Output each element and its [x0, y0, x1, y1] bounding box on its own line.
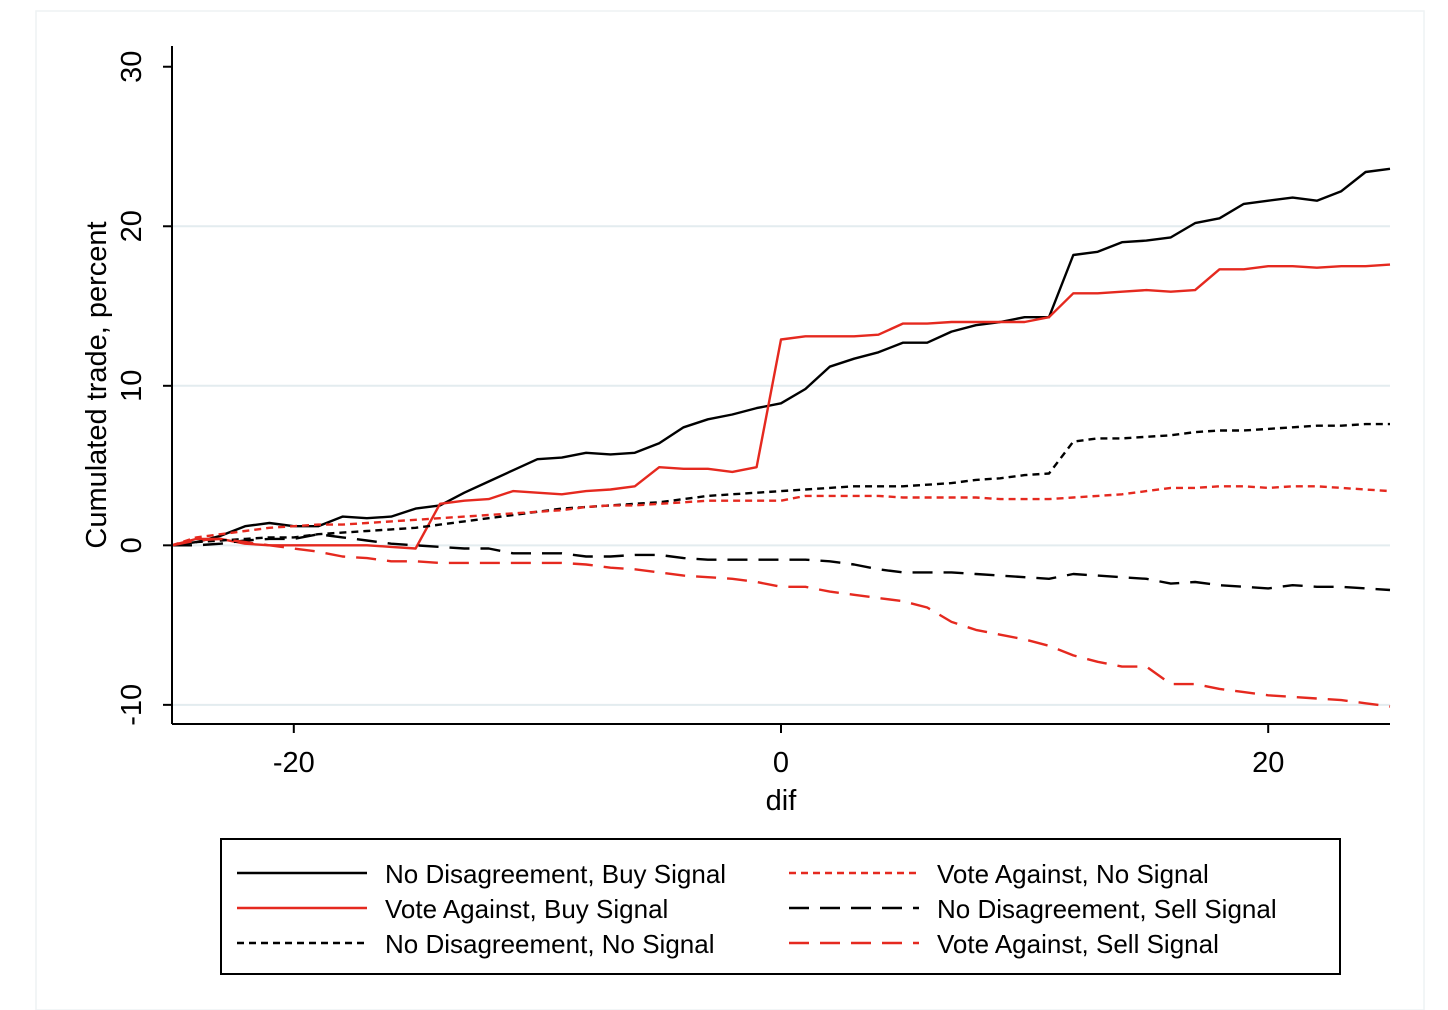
legend: No Disagreement, Buy Signal Vote Against,…	[220, 838, 1341, 975]
gridlines	[172, 225, 1390, 706]
x-tick-label: 20	[1252, 747, 1284, 779]
series-line	[171, 485, 1391, 547]
y-axis-label: Cumulated trade, percent	[81, 221, 113, 548]
legend-box	[220, 838, 1341, 975]
x-tick-label: -20	[273, 747, 315, 779]
legend-label: No Disagreement, Buy Signal	[385, 859, 726, 889]
y-ticks: -10 0 10 20 30	[116, 51, 172, 726]
legend-label: No Disagreement, Sell Signal	[937, 894, 1277, 924]
series-line	[171, 167, 1391, 547]
y-tick-label: -10	[116, 684, 148, 726]
x-axis-label: dif	[766, 785, 798, 817]
y-tick-label: 10	[116, 370, 148, 402]
y-tick-label: 20	[116, 210, 148, 242]
series-line	[171, 537, 1391, 708]
x-ticks: -20 0 20	[273, 724, 1284, 779]
y-tick-label: 30	[116, 51, 148, 83]
series-line	[171, 422, 1390, 547]
legend-label: Vote Against, Sell Signal	[937, 929, 1219, 959]
x-tick-label: 0	[773, 747, 789, 779]
y-tick-label: 0	[116, 537, 148, 553]
legend-label: No Disagreement, No Signal	[385, 929, 715, 959]
series-line	[172, 533, 1391, 592]
legend-label: Vote Against, Buy Signal	[385, 894, 668, 924]
series-line	[171, 263, 1391, 550]
legend-label: Vote Against, No Signal	[937, 859, 1209, 889]
series-lines	[171, 167, 1391, 708]
legend-items: No Disagreement, Buy Signal Vote Against,…	[237, 859, 1277, 959]
